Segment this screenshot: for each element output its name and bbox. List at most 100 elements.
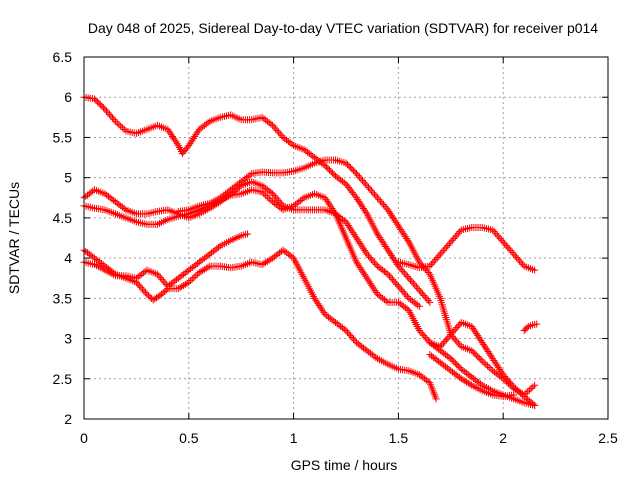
data-point-marker	[482, 344, 490, 352]
data-point-marker	[486, 351, 494, 359]
data-point-marker	[451, 336, 459, 344]
data-point-marker	[450, 334, 458, 342]
data-point-marker	[108, 114, 116, 122]
data-point-marker	[432, 255, 440, 263]
data-point-marker	[345, 162, 353, 170]
data-point-marker	[272, 125, 280, 133]
data-point-marker	[365, 278, 373, 286]
data-point-marker	[373, 230, 381, 238]
data-point-marker	[172, 138, 180, 146]
series-sat-g	[394, 224, 539, 274]
data-point-marker	[471, 328, 479, 336]
data-point-marker	[489, 226, 497, 234]
data-point-marker	[515, 388, 523, 396]
data-point-marker	[120, 125, 128, 133]
data-point-marker	[134, 280, 142, 288]
data-point-marker	[357, 175, 365, 183]
data-point-marker	[454, 362, 462, 370]
data-point-marker	[498, 236, 506, 244]
data-point-marker	[358, 203, 366, 211]
data-point-marker	[483, 362, 491, 370]
data-point-marker	[493, 231, 501, 239]
data-point-marker	[318, 305, 326, 313]
data-point-marker	[382, 242, 390, 250]
data-point-marker	[159, 277, 167, 285]
data-point-marker	[529, 383, 537, 391]
data-point-marker	[344, 221, 352, 229]
data-point-marker	[165, 127, 173, 135]
data-point-marker	[322, 196, 330, 204]
data-point-marker	[352, 258, 360, 266]
data-point-marker	[267, 196, 275, 204]
data-point-marker	[445, 332, 453, 340]
data-point-marker	[495, 364, 503, 372]
data-point-marker	[327, 203, 335, 211]
data-point-marker	[477, 337, 485, 345]
y-tick-label: 3	[64, 331, 72, 347]
data-point-marker	[326, 166, 334, 174]
data-point-marker	[187, 138, 195, 146]
data-point-marker	[429, 259, 437, 267]
data-point-marker	[397, 266, 405, 274]
data-point-marker	[340, 179, 348, 187]
series-sat-a	[80, 93, 434, 306]
data-point-marker	[488, 353, 496, 361]
data-point-marker	[101, 105, 109, 113]
data-point-marker	[441, 337, 449, 345]
data-point-marker	[156, 274, 164, 282]
data-point-marker	[343, 220, 351, 228]
data-point-marker	[265, 195, 273, 203]
data-point-marker	[517, 389, 525, 397]
data-point-marker	[372, 353, 380, 361]
data-point-marker	[394, 222, 402, 230]
data-point-marker	[379, 201, 387, 209]
y-tick-label: 6	[64, 89, 72, 105]
data-point-marker	[478, 357, 486, 365]
data-point-marker	[328, 205, 336, 213]
data-point-marker	[420, 291, 428, 299]
series-sat-b	[80, 178, 423, 310]
data-point-marker	[319, 307, 327, 315]
data-point-marker	[398, 227, 406, 235]
data-point-marker	[388, 275, 396, 283]
data-point-marker	[288, 140, 296, 148]
data-point-marker	[348, 333, 356, 341]
data-point-marker	[420, 332, 428, 340]
data-point-marker	[505, 245, 513, 253]
data-point-marker	[423, 267, 431, 275]
data-point-marker	[173, 140, 181, 148]
data-point-marker	[404, 236, 412, 244]
data-point-marker	[436, 250, 444, 258]
data-point-marker	[351, 232, 359, 240]
data-point-marker	[186, 140, 194, 148]
data-point-marker	[340, 325, 348, 333]
y-tick-label: 6.5	[53, 49, 73, 65]
series-sat-d	[80, 246, 440, 403]
data-point-marker	[451, 325, 459, 333]
data-point-marker	[105, 110, 113, 118]
data-point-marker	[372, 260, 380, 268]
data-point-marker	[511, 384, 519, 392]
data-point-marker	[426, 262, 434, 270]
data-point-marker	[363, 250, 371, 258]
data-point-marker	[96, 101, 104, 109]
data-point-marker	[427, 260, 435, 268]
data-point-marker	[188, 275, 196, 283]
x-tick-label: 2.5	[598, 430, 618, 446]
data-point-marker	[391, 279, 399, 287]
data-point-marker	[118, 124, 126, 132]
data-point-marker	[187, 277, 195, 285]
data-point-marker	[364, 183, 372, 191]
data-point-marker	[364, 252, 372, 260]
data-point-marker	[408, 278, 416, 286]
data-point-marker	[531, 266, 539, 274]
data-point-marker	[495, 233, 503, 241]
data-point-marker	[507, 247, 515, 255]
data-point-marker	[497, 367, 505, 375]
data-point-marker	[501, 240, 509, 248]
data-point-marker	[415, 302, 423, 310]
data-point-marker	[490, 228, 498, 236]
data-point-marker	[403, 293, 411, 301]
data-point-marker	[476, 380, 484, 388]
